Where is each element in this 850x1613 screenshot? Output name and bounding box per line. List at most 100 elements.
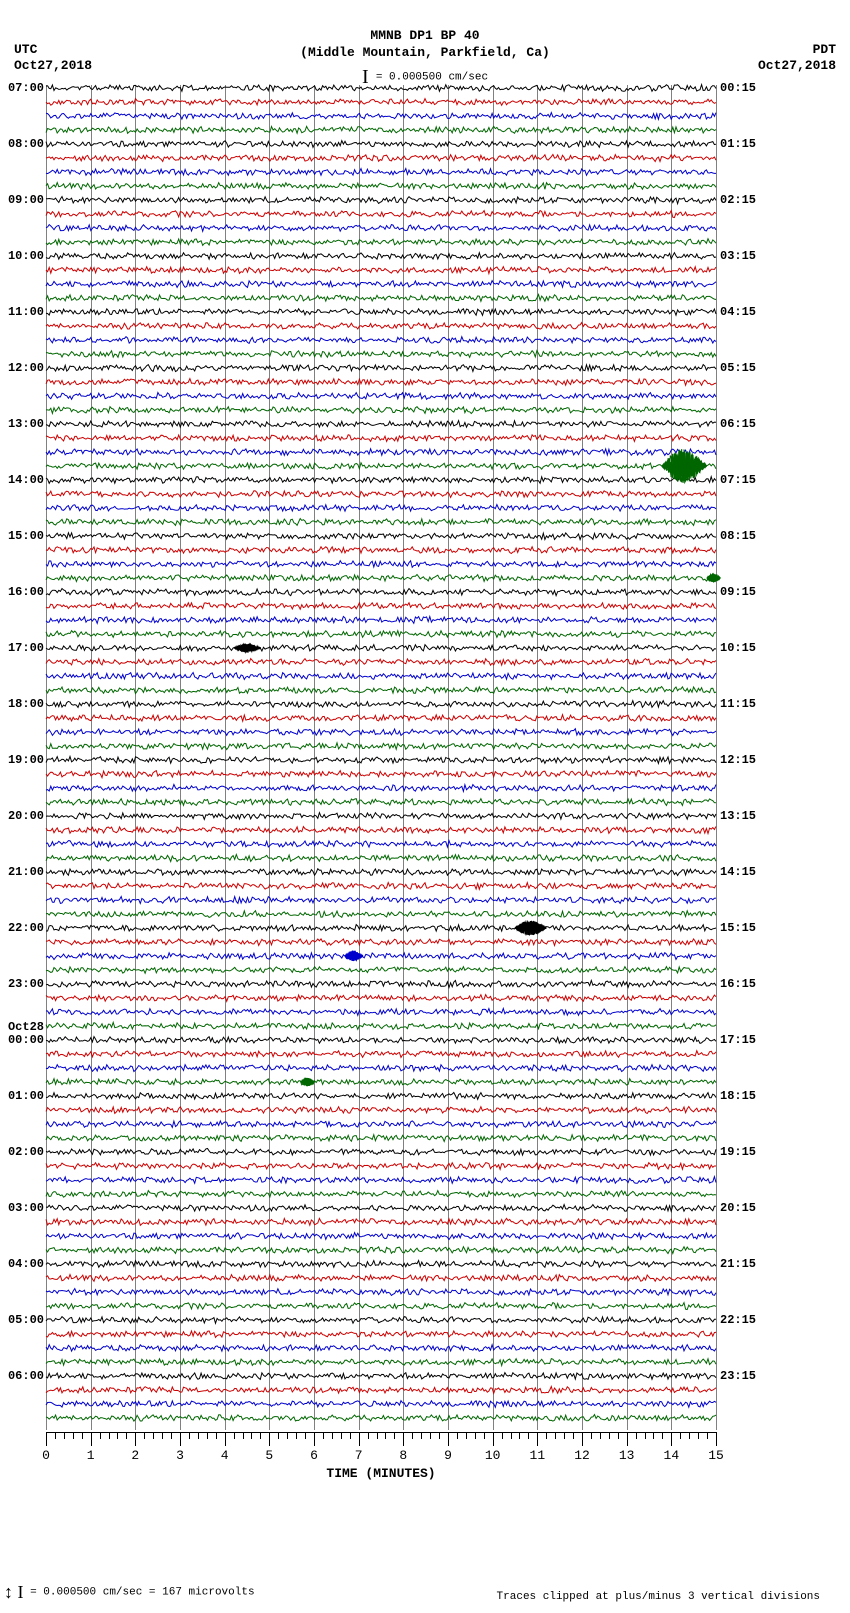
x-tick-minor <box>117 1432 118 1439</box>
x-tick-major <box>448 1432 449 1446</box>
x-tick-minor <box>555 1432 556 1439</box>
x-tick-minor <box>439 1432 440 1439</box>
x-tick-label: 15 <box>708 1448 724 1463</box>
left-time-label: 00:00 <box>2 1033 44 1047</box>
left-time-label: 06:00 <box>2 1369 44 1383</box>
x-tick-minor <box>100 1432 101 1439</box>
tz-right: PDT Oct27,2018 <box>758 42 836 73</box>
right-time-label: 03:15 <box>720 249 770 263</box>
x-tick-minor <box>591 1432 592 1439</box>
x-axis-line <box>46 1432 716 1433</box>
x-tick-major <box>225 1432 226 1446</box>
x-tick-minor <box>394 1432 395 1439</box>
x-tick-minor <box>457 1432 458 1439</box>
right-time-label: 10:15 <box>720 641 770 655</box>
x-tick-label: 13 <box>619 1448 635 1463</box>
right-time-label: 02:15 <box>720 193 770 207</box>
right-tz-label: PDT <box>758 42 836 58</box>
seismic-event <box>702 571 725 585</box>
x-tick-minor <box>502 1432 503 1439</box>
x-tick-minor <box>645 1432 646 1439</box>
x-tick-major <box>314 1432 315 1446</box>
x-tick-label: 3 <box>176 1448 184 1463</box>
x-tick-minor <box>287 1432 288 1439</box>
right-time-label: 14:15 <box>720 865 770 879</box>
right-time-label: 09:15 <box>720 585 770 599</box>
right-time-label: 01:15 <box>720 137 770 151</box>
title-line2: (Middle Mountain, Parkfield, Ca) <box>0 45 850 62</box>
left-time-label: 09:00 <box>2 193 44 207</box>
seismogram-plot <box>46 85 716 1430</box>
x-tick-minor <box>519 1432 520 1439</box>
x-tick-minor <box>171 1432 172 1439</box>
right-time-label: 16:15 <box>720 977 770 991</box>
x-tick-major <box>537 1432 538 1446</box>
x-tick-label: 9 <box>444 1448 452 1463</box>
right-time-label: 06:15 <box>720 417 770 431</box>
left-time-label: 01:00 <box>2 1089 44 1103</box>
seismic-event <box>229 641 266 655</box>
x-tick-label: 6 <box>310 1448 318 1463</box>
seismic-event <box>340 948 368 964</box>
right-time-label: 20:15 <box>720 1201 770 1215</box>
x-tick-major <box>403 1432 404 1446</box>
x-tick-major <box>493 1432 494 1446</box>
x-tick-label: 11 <box>530 1448 546 1463</box>
grid-line <box>716 85 717 1430</box>
right-date-label: Oct27,2018 <box>758 58 836 74</box>
left-time-label: 11:00 <box>2 305 44 319</box>
title-line1: MMNB DP1 BP 40 <box>0 28 850 45</box>
footer-left: ↕ I = 0.000500 cm/sec = 167 microvolts <box>4 1582 255 1603</box>
x-tick-minor <box>296 1432 297 1439</box>
left-time-label: 02:00 <box>2 1145 44 1159</box>
x-tick-major <box>91 1432 92 1446</box>
x-tick-minor <box>618 1432 619 1439</box>
x-tick-minor <box>528 1432 529 1439</box>
left-time-label: 20:00 <box>2 809 44 823</box>
x-tick-minor <box>251 1432 252 1439</box>
header: MMNB DP1 BP 40 (Middle Mountain, Parkfie… <box>0 28 850 62</box>
left-time-label: 12:00 <box>2 361 44 375</box>
x-tick-minor <box>662 1432 663 1439</box>
x-tick-major <box>180 1432 181 1446</box>
x-tick-minor <box>207 1432 208 1439</box>
tz-left: UTC Oct27,2018 <box>14 42 92 73</box>
x-tick-minor <box>82 1432 83 1439</box>
x-tick-minor <box>305 1432 306 1439</box>
left-time-label: 03:00 <box>2 1201 44 1215</box>
seismogram-container: MMNB DP1 BP 40 (Middle Mountain, Parkfie… <box>0 0 850 1613</box>
x-tick-major <box>269 1432 270 1446</box>
x-tick-minor <box>243 1432 244 1439</box>
x-tick-minor <box>260 1432 261 1439</box>
x-tick-minor <box>680 1432 681 1439</box>
date-divider-label: Oct28 <box>2 1020 44 1034</box>
x-tick-minor <box>573 1432 574 1439</box>
x-axis-title: TIME (MINUTES) <box>46 1466 716 1481</box>
left-time-label: 16:00 <box>2 585 44 599</box>
x-tick-label: 12 <box>574 1448 590 1463</box>
x-tick-minor <box>73 1432 74 1439</box>
x-tick-minor <box>636 1432 637 1439</box>
x-tick-minor <box>421 1432 422 1439</box>
right-time-label: 11:15 <box>720 697 770 711</box>
footer-scale-icon: ↕ I <box>4 1582 24 1602</box>
x-tick-label: 1 <box>87 1448 95 1463</box>
x-tick-label: 14 <box>664 1448 680 1463</box>
left-date-label: Oct27,2018 <box>14 58 92 74</box>
x-axis: TIME (MINUTES) 0123456789101112131415 <box>46 1432 716 1492</box>
right-time-label: 12:15 <box>720 753 770 767</box>
seismic-event <box>296 1075 319 1089</box>
x-tick-major <box>135 1432 136 1446</box>
left-time-label: 14:00 <box>2 473 44 487</box>
x-tick-minor <box>412 1432 413 1439</box>
right-time-label: 13:15 <box>720 809 770 823</box>
x-tick-minor <box>430 1432 431 1439</box>
x-tick-major <box>716 1432 717 1446</box>
x-tick-minor <box>323 1432 324 1439</box>
x-tick-minor <box>546 1432 547 1439</box>
x-tick-major <box>359 1432 360 1446</box>
x-tick-minor <box>385 1432 386 1439</box>
right-time-label: 17:15 <box>720 1033 770 1047</box>
footer-left-text: = 0.000500 cm/sec = 167 microvolts <box>30 1587 254 1599</box>
x-tick-minor <box>511 1432 512 1439</box>
